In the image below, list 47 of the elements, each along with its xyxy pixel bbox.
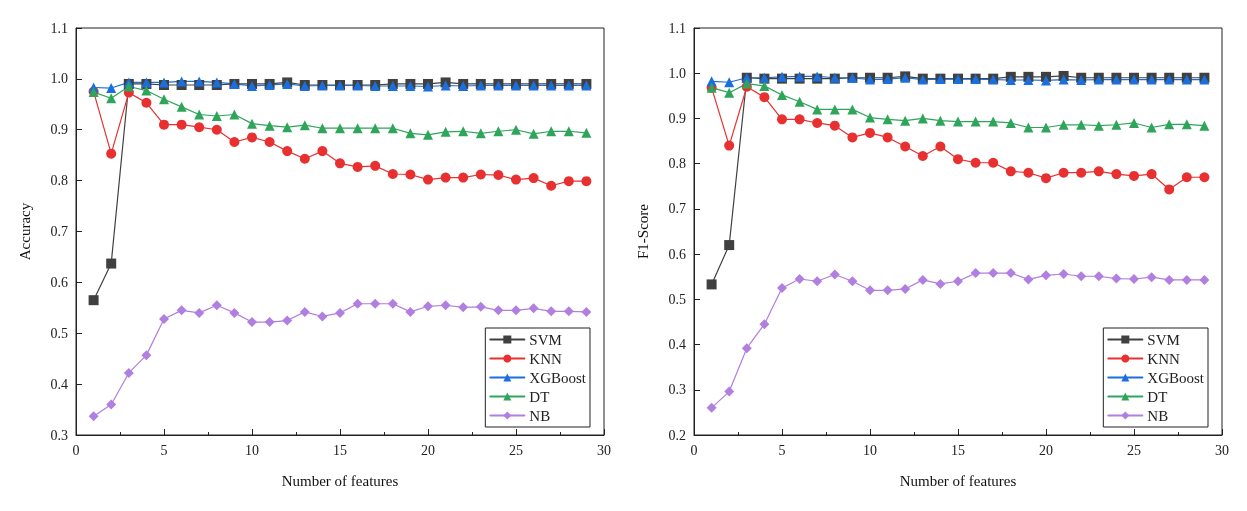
y-tick-label: 0.4 (668, 337, 686, 353)
y-tick-label: 0.5 (668, 291, 686, 307)
y-tick-label: 0.9 (50, 122, 68, 138)
legend-label: KNN (529, 350, 562, 367)
x-tick-label: 0 (72, 442, 80, 458)
x-tick-label: 10 (863, 442, 877, 458)
legend-label: DT (529, 388, 550, 405)
y-tick-label: 0.3 (668, 382, 686, 398)
x-tick-label: 25 (1127, 442, 1141, 458)
x-tick-label: 30 (597, 442, 611, 458)
y-tick-label: 1.0 (668, 65, 686, 81)
y-tick-label: 0.3 (50, 427, 68, 443)
x-tick-label: 25 (509, 442, 523, 458)
y-tick-label: 0.2 (668, 427, 686, 443)
x-tick-label: 15 (333, 442, 347, 458)
y-tick-label: 0.4 (50, 376, 68, 392)
y-tick-label: 0.7 (668, 201, 686, 217)
x-tick-label: 5 (160, 442, 168, 458)
y-tick-label: 0.6 (50, 274, 68, 290)
legend-label: KNN (1147, 350, 1180, 367)
y-tick-label: 1.1 (668, 20, 686, 36)
x-axis-title: Number of features (281, 472, 399, 489)
x-tick-label: 20 (421, 442, 435, 458)
x-tick-label: 20 (1039, 442, 1053, 458)
x-tick-label: 15 (951, 442, 965, 458)
legend-label: SVM (529, 331, 562, 348)
x-axis-title: Number of features (899, 472, 1017, 489)
y-tick-label: 0.7 (50, 224, 68, 239)
y-tick-label: 1.1 (50, 20, 68, 36)
legend-label: DT (1147, 388, 1168, 405)
y-tick-label: 0.8 (50, 173, 68, 189)
y-axis-title: Accuracy (16, 202, 33, 261)
x-tick-label: 30 (1215, 442, 1229, 458)
y-tick-label: 0.6 (668, 246, 686, 262)
legend-label: NB (1147, 407, 1169, 424)
y-axis-title: F1-Score (634, 203, 651, 259)
y-tick-label: 0.8 (668, 156, 686, 172)
x-tick-label: 0 (690, 442, 698, 458)
y-tick-label: 1.0 (50, 71, 68, 87)
legend-label: NB (529, 407, 551, 424)
legend-label: XGBoost (1147, 369, 1205, 386)
legend-label: XGBoost (529, 369, 587, 386)
y-tick-label: 0.9 (668, 110, 686, 126)
y-tick-label: 0.5 (50, 325, 68, 341)
legend-label: SVM (1147, 331, 1180, 348)
x-tick-label: 5 (778, 442, 786, 458)
x-tick-label: 10 (245, 442, 259, 458)
